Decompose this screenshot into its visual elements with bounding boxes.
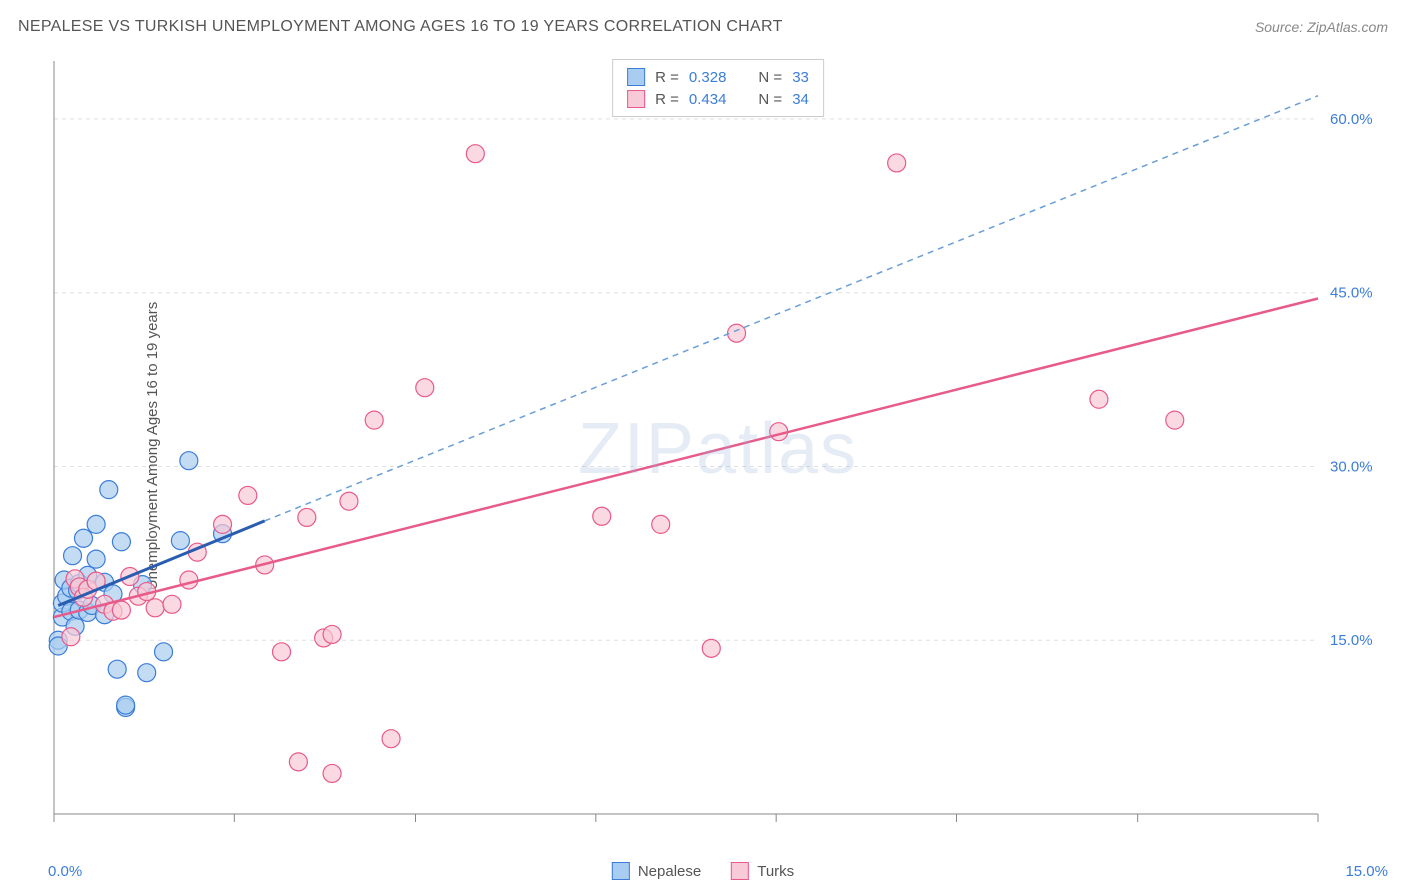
swatch-nepalese	[612, 862, 630, 880]
svg-text:45.0%: 45.0%	[1330, 285, 1373, 302]
chart-title: NEPALESE VS TURKISH UNEMPLOYMENT AMONG A…	[18, 18, 783, 36]
n-label: N =	[758, 69, 782, 86]
legend-label: Turks	[757, 863, 794, 880]
r-label: R =	[655, 69, 679, 86]
svg-text:30.0%: 30.0%	[1330, 458, 1373, 475]
bottom-legend: Nepalese Turks	[612, 862, 794, 880]
source-attribution: Source: ZipAtlas.com	[1255, 19, 1388, 35]
r-value: 0.434	[689, 91, 727, 108]
n-label: N =	[758, 91, 782, 108]
stats-row-nepalese: R = 0.328 N = 33	[627, 66, 809, 88]
header: NEPALESE VS TURKISH UNEMPLOYMENT AMONG A…	[18, 18, 1388, 36]
r-value: 0.328	[689, 69, 727, 86]
stats-row-turks: R = 0.434 N = 34	[627, 88, 809, 110]
legend-item-nepalese: Nepalese	[612, 862, 701, 880]
swatch-turks	[627, 90, 645, 108]
n-value: 33	[792, 69, 809, 86]
x-axis-min-label: 0.0%	[48, 863, 82, 880]
legend-label: Nepalese	[638, 863, 701, 880]
swatch-nepalese	[627, 68, 645, 86]
swatch-turks	[731, 862, 749, 880]
r-label: R =	[655, 91, 679, 108]
scatter-chart: 15.0% 30.0% 45.0% 60.0%	[48, 55, 1388, 842]
x-axis-max-label: 15.0%	[1345, 863, 1388, 880]
stats-legend-box: R = 0.328 N = 33 R = 0.434 N = 34	[612, 59, 824, 117]
n-value: 34	[792, 91, 809, 108]
legend-item-turks: Turks	[731, 862, 794, 880]
svg-text:15.0%: 15.0%	[1330, 632, 1373, 649]
chart-container: 15.0% 30.0% 45.0% 60.0% R = 0.328 N = 33 R …	[48, 55, 1388, 842]
svg-text:60.0%: 60.0%	[1330, 111, 1373, 128]
